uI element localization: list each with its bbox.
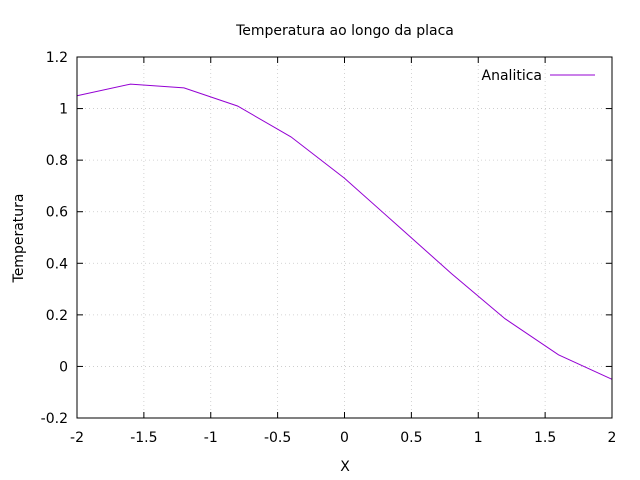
y-tick-label: 0.6 <box>46 205 68 221</box>
y-tick-label: 1.2 <box>46 50 68 66</box>
x-tick-label: -1 <box>204 430 218 446</box>
x-tick-labels: -2 -1.5 -1 -0.5 0 0.5 1 1.5 2 <box>70 430 616 446</box>
legend-label: Analitica <box>482 68 542 84</box>
series-group <box>76 83 613 380</box>
x-axis-label: X <box>340 459 350 475</box>
x-tick-label: -2 <box>70 430 84 446</box>
x-tick-label: 0 <box>340 430 349 446</box>
x-tick-label: -0.5 <box>264 430 291 446</box>
chart-title: Temperatura ao longo da placa <box>235 23 454 39</box>
y-tick-label: 0.8 <box>46 153 68 169</box>
plot-border <box>76 56 613 419</box>
x-tick-label: -1.5 <box>130 430 157 446</box>
y-tick-label: -0.2 <box>41 411 68 427</box>
series-line-analitica <box>76 83 613 380</box>
y-axis-label: Temperatura <box>11 194 27 284</box>
x-tick-label: 1.5 <box>534 430 556 446</box>
legend: Analitica <box>482 68 595 84</box>
y-tick-labels: -0.2 0 0.2 0.4 0.6 0.8 1 1.2 <box>41 50 68 427</box>
y-tick-label: 0 <box>59 359 68 375</box>
x-tick-label: 2 <box>608 430 617 446</box>
y-tick-label: 0.2 <box>46 308 68 324</box>
x-tick-label: 0.5 <box>400 430 422 446</box>
x-tick-label: 1 <box>474 430 483 446</box>
y-tick-label: 0.4 <box>46 256 68 272</box>
y-tick-label: 1 <box>59 102 68 118</box>
